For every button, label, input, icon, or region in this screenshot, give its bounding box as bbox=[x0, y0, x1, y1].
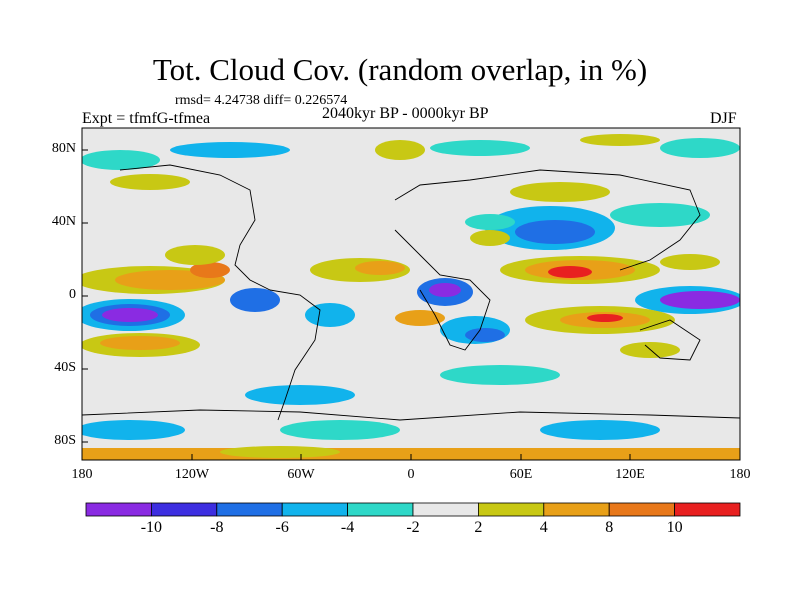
season-label: DJF bbox=[710, 110, 737, 127]
stats-text: rmsd= 4.24738 diff= 0.226574 bbox=[175, 93, 348, 108]
colorbar-label: -6 bbox=[275, 519, 289, 536]
plot-title: Tot. Cloud Cov. (random overlap, in %) bbox=[152, 52, 648, 87]
lon-label: 120E bbox=[615, 467, 645, 482]
lon-label: 0 bbox=[407, 467, 415, 482]
colorbar-label: 8 bbox=[605, 519, 614, 536]
colorbar-swatch bbox=[347, 502, 414, 517]
colorbar bbox=[85, 502, 741, 517]
colorbar-swatch bbox=[150, 502, 218, 517]
colorbar-swatch bbox=[608, 502, 676, 517]
colorbar-swatch bbox=[412, 502, 479, 517]
lon-label: 180 bbox=[729, 467, 751, 482]
colorbar-label: 2 bbox=[474, 519, 483, 536]
colorbar-swatch bbox=[85, 502, 152, 517]
lon-label: 120W bbox=[174, 467, 210, 482]
lat-label: 80S bbox=[54, 433, 76, 448]
experiment-label: Expt = tfmfG-tfmea bbox=[82, 110, 211, 127]
lat-label: 40N bbox=[51, 214, 76, 229]
colorbar-swatch bbox=[543, 502, 610, 517]
lon-label: 180 bbox=[71, 467, 93, 482]
colorbar-label: -8 bbox=[210, 519, 224, 536]
colorbar-label: -4 bbox=[340, 519, 355, 536]
period-label: 2040kyr BP - 0000kyr BP bbox=[322, 105, 489, 122]
anomaly-fields bbox=[82, 134, 740, 460]
colorbar-label: 10 bbox=[666, 519, 683, 536]
colorbar-swatch bbox=[216, 502, 283, 517]
map-background bbox=[82, 128, 740, 460]
lon-label: 60W bbox=[287, 467, 315, 482]
colorbar-label: -10 bbox=[140, 519, 163, 536]
lat-label: 40S bbox=[54, 360, 76, 375]
lat-label: 80N bbox=[51, 141, 76, 156]
lon-label: 60E bbox=[509, 467, 533, 482]
colorbar-swatch bbox=[281, 502, 349, 517]
colorbar-label: 4 bbox=[539, 519, 548, 536]
colorbar-swatch bbox=[477, 502, 545, 517]
lat-label: 0 bbox=[69, 287, 76, 302]
colorbar-label: -2 bbox=[406, 519, 420, 536]
colorbar-swatch bbox=[674, 502, 741, 517]
coastlines bbox=[82, 164, 740, 421]
